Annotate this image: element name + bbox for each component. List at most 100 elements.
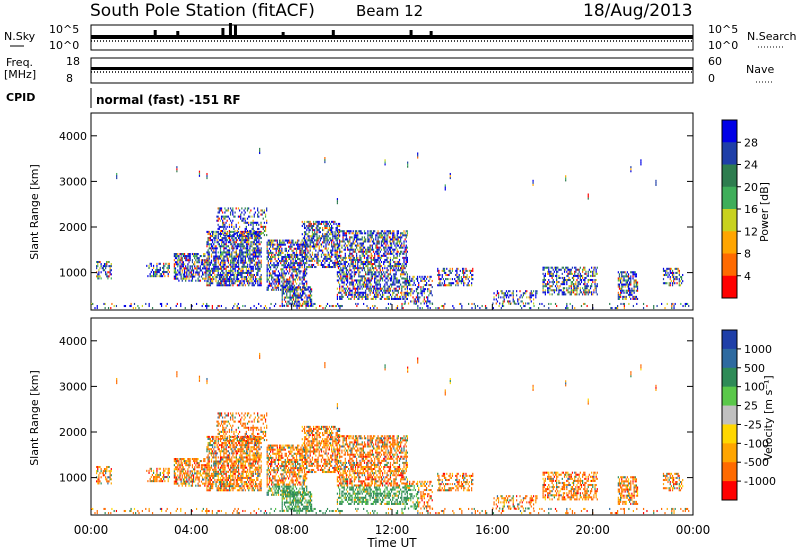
power-cell xyxy=(189,252,191,256)
power-cell xyxy=(303,220,306,223)
power-cell xyxy=(346,273,349,276)
power-cell xyxy=(246,229,249,233)
power-cell xyxy=(567,272,569,275)
power-cell xyxy=(277,253,280,256)
power-cell xyxy=(276,247,278,250)
power-cell xyxy=(379,289,381,292)
power-cell xyxy=(273,262,275,265)
power-cell xyxy=(620,293,622,296)
power-cell xyxy=(292,278,294,281)
power-cell xyxy=(323,259,325,262)
power-cell xyxy=(439,282,441,285)
power-cell xyxy=(522,302,525,305)
power-cell xyxy=(467,278,469,281)
power-cell xyxy=(365,248,367,251)
power-cell xyxy=(326,255,328,258)
power-cell xyxy=(370,248,372,251)
power-cell xyxy=(341,304,343,308)
power-cell xyxy=(300,278,302,281)
power-cell xyxy=(665,273,667,277)
power-cell xyxy=(398,269,401,272)
power-cell xyxy=(381,295,384,298)
power-cell xyxy=(290,302,292,305)
power-cell xyxy=(303,227,306,230)
power-cell xyxy=(392,283,394,286)
power-cell xyxy=(441,276,443,279)
power-cell xyxy=(393,250,395,253)
power-cell xyxy=(217,261,219,264)
power-cell xyxy=(675,278,677,281)
power-cell xyxy=(289,280,291,283)
power-cell xyxy=(334,251,336,254)
power-cell xyxy=(389,230,392,233)
power-cell xyxy=(207,253,209,256)
power-cell xyxy=(280,245,282,248)
power-cell xyxy=(443,282,446,285)
power-cell xyxy=(274,286,276,289)
power-cell xyxy=(343,279,345,282)
power-cell xyxy=(206,265,208,268)
power-cell xyxy=(401,232,403,235)
power-cell xyxy=(624,295,626,298)
power-cell xyxy=(404,248,406,251)
power-cell xyxy=(357,289,359,292)
power-cell xyxy=(360,263,362,266)
power-cell xyxy=(585,291,587,294)
power-cell xyxy=(358,260,360,264)
power-cell xyxy=(291,300,293,303)
power-cell xyxy=(288,264,290,267)
power-cell xyxy=(350,244,352,247)
power-cell xyxy=(241,207,243,210)
beam-label: Beam 12 xyxy=(356,2,423,20)
power-cell xyxy=(389,252,392,255)
power-cell xyxy=(413,290,415,293)
power-cell xyxy=(329,251,332,254)
power-cell xyxy=(369,234,371,237)
power-cell xyxy=(342,277,344,280)
power-cell xyxy=(250,209,252,212)
power-cell xyxy=(229,207,232,210)
power-cell xyxy=(99,260,101,264)
power-cell xyxy=(666,269,668,272)
power-cell xyxy=(242,259,244,262)
power-cell xyxy=(309,292,312,295)
power-cell xyxy=(291,255,293,259)
power-cell xyxy=(423,275,425,278)
power-cell xyxy=(254,265,257,268)
power-cell xyxy=(280,253,282,256)
power-cell xyxy=(395,273,397,276)
power-cell xyxy=(174,271,177,274)
power-cell xyxy=(400,236,402,239)
power-cell xyxy=(353,250,355,253)
power-cell xyxy=(393,260,395,264)
power-cell xyxy=(617,279,619,282)
power-cell xyxy=(188,273,190,276)
power-cell xyxy=(429,284,431,287)
power-cell xyxy=(165,271,167,274)
power-cell xyxy=(627,275,630,278)
power-cell xyxy=(389,242,392,245)
power-cell xyxy=(99,267,101,270)
power-cell xyxy=(530,290,532,293)
power-cell xyxy=(288,255,290,259)
power-cell xyxy=(403,244,405,247)
power-cell xyxy=(213,259,215,262)
power-cell xyxy=(367,263,369,266)
power-cell xyxy=(232,213,234,216)
power-cell xyxy=(307,249,309,252)
power-cell xyxy=(283,260,285,263)
power-cell xyxy=(512,300,514,303)
power-cell xyxy=(226,251,228,254)
power-cell xyxy=(173,267,175,270)
power-cell xyxy=(236,271,239,274)
power-cell xyxy=(270,302,272,305)
power-cell xyxy=(356,238,358,241)
power-cell xyxy=(429,277,431,280)
power-cell xyxy=(351,263,353,266)
power-cell xyxy=(271,284,273,287)
power-cell xyxy=(591,285,593,288)
power-cell xyxy=(201,273,204,276)
power-cell xyxy=(380,265,383,268)
power-cell xyxy=(620,277,622,280)
power-cell xyxy=(350,273,352,276)
